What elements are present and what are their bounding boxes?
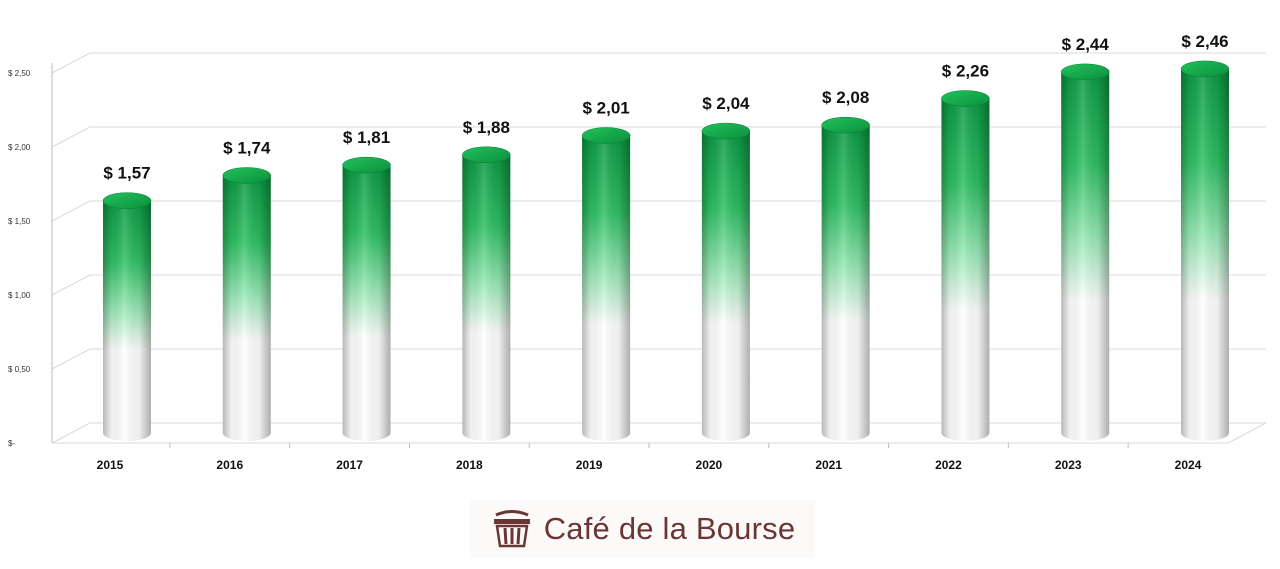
data-label: $ 2,46 bbox=[1181, 32, 1228, 51]
y-tick-label: $ 2,00 bbox=[8, 143, 31, 152]
x-tick-label: 2016 bbox=[216, 458, 243, 472]
data-label: $ 1,88 bbox=[463, 118, 510, 137]
x-tick-label: 2017 bbox=[336, 458, 363, 472]
y-tick-label: $ 1,00 bbox=[8, 291, 31, 300]
data-label: $ 2,26 bbox=[942, 62, 989, 81]
x-tick-label: 2024 bbox=[1175, 458, 1202, 472]
x-tick-label: 2020 bbox=[696, 458, 723, 472]
bar bbox=[462, 146, 511, 441]
data-label: $ 1,57 bbox=[103, 164, 150, 183]
basket-logo-icon bbox=[493, 510, 530, 548]
x-tick-label: 2018 bbox=[456, 458, 483, 472]
chart: $- $ 0,50 $ 1,00 $ 1,50 $ 2,00 $ 2,50 $ 1,57 2… bbox=[8, 32, 1267, 472]
y-tick-label: $ 1,50 bbox=[8, 217, 31, 226]
data-label: $ 2,01 bbox=[582, 99, 629, 118]
bar bbox=[222, 167, 272, 442]
data-label: $ 1,74 bbox=[223, 138, 271, 157]
x-tick-label: 2021 bbox=[815, 458, 842, 472]
brand-logo: Café de la Bourse bbox=[470, 500, 815, 558]
data-label: $ 2,44 bbox=[1062, 35, 1110, 54]
bar bbox=[102, 192, 152, 441]
bars-layer bbox=[102, 60, 1230, 442]
y-tick-label: $- bbox=[8, 439, 15, 448]
gridline bbox=[51, 52, 1266, 74]
x-tick-label: 2019 bbox=[576, 458, 603, 472]
data-label: $ 1,81 bbox=[343, 128, 390, 147]
y-tick-label: $ 0,50 bbox=[8, 365, 31, 374]
brand-name: Café de la Bourse bbox=[543, 511, 796, 546]
chart-svg: $- $ 0,50 $ 1,00 $ 1,50 $ 2,00 $ 2,50 $ 1,57 2… bbox=[8, 32, 1267, 472]
bar bbox=[342, 156, 391, 441]
bar bbox=[701, 122, 751, 441]
x-tick-label: 2015 bbox=[97, 458, 124, 472]
bar bbox=[821, 116, 870, 441]
labels-layer: $ 1,57 2015 $ 1,74 2016 $ 1,81 2017 $ 1,88 2018… bbox=[97, 32, 1229, 472]
data-label: $ 2,08 bbox=[822, 88, 869, 107]
x-tick-label: 2022 bbox=[935, 458, 962, 472]
data-label: $ 2,04 bbox=[702, 94, 750, 113]
bar bbox=[581, 127, 631, 441]
bar bbox=[1060, 63, 1110, 441]
bar bbox=[941, 90, 990, 442]
y-tick-label: $ 2,50 bbox=[8, 69, 31, 78]
x-tick-label: 2023 bbox=[1055, 458, 1082, 472]
bar bbox=[1180, 60, 1230, 442]
